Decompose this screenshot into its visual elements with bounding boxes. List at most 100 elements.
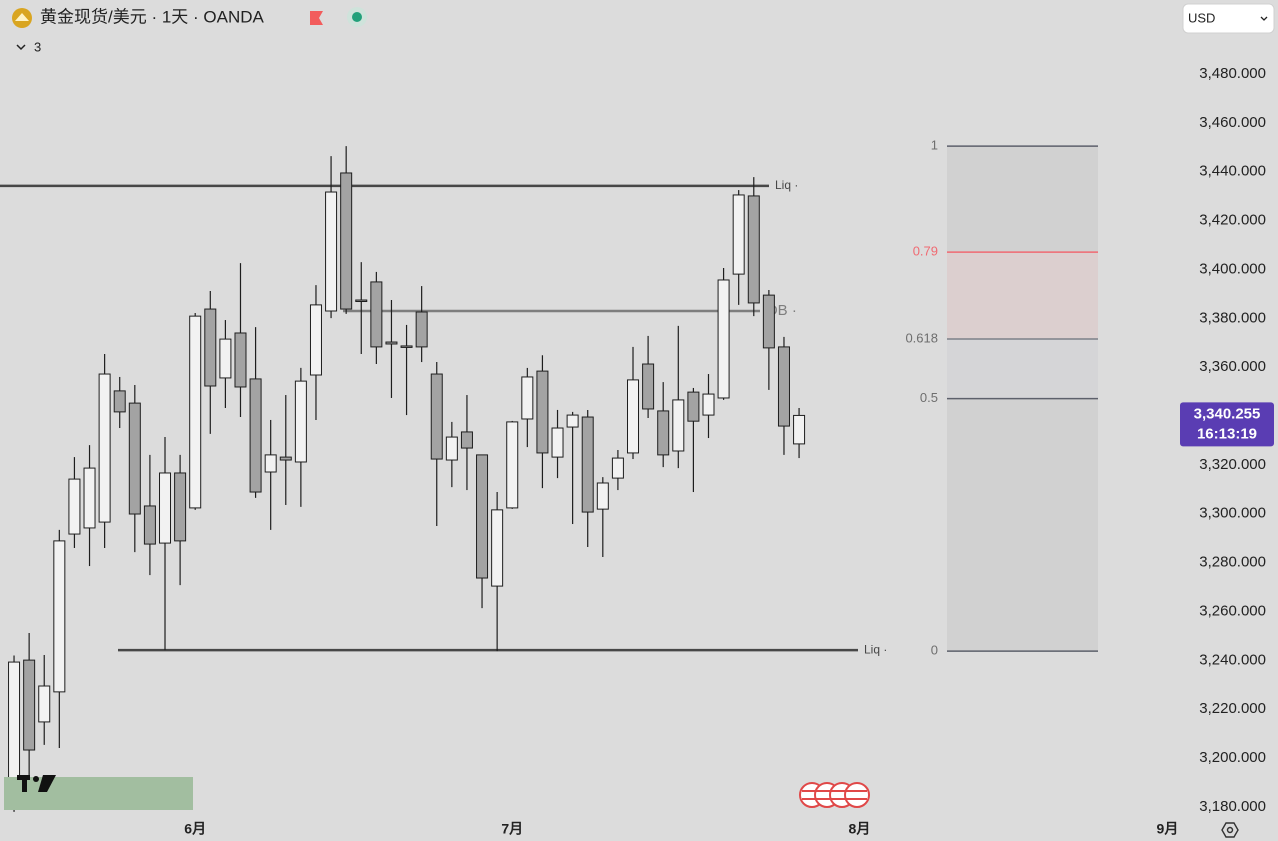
logo-part bbox=[33, 776, 39, 782]
candle-body bbox=[400, 345, 413, 348]
fib-label: 0.79 bbox=[913, 244, 938, 259]
y-tick-label: 3,480.000 bbox=[1199, 65, 1266, 82]
level-label: Liq · bbox=[775, 178, 798, 192]
fib-label: 0.618 bbox=[905, 330, 938, 345]
candle-body bbox=[702, 393, 715, 416]
candle-body bbox=[762, 294, 775, 349]
candle-body bbox=[581, 416, 594, 513]
symbol-icon-mark bbox=[15, 13, 29, 21]
status-dot bbox=[352, 12, 362, 22]
fib-zone bbox=[947, 398, 1098, 652]
candle-body bbox=[611, 457, 624, 479]
indicator-count[interactable]: 3 bbox=[34, 39, 41, 54]
candle-body bbox=[657, 410, 670, 456]
candle-body bbox=[460, 431, 473, 449]
event-flags[interactable] bbox=[799, 782, 870, 808]
candle-body bbox=[370, 281, 383, 348]
candle-body bbox=[385, 341, 398, 345]
candle-body bbox=[264, 454, 277, 473]
x-tick-label: 9月 bbox=[1157, 821, 1179, 837]
y-tick-label: 3,180.000 bbox=[1199, 798, 1266, 815]
y-tick-label: 3,260.000 bbox=[1199, 602, 1266, 619]
x-tick-label: 8月 bbox=[849, 821, 871, 837]
candle-body bbox=[777, 346, 790, 427]
candle-body bbox=[687, 391, 700, 422]
candle-body bbox=[53, 540, 66, 693]
y-tick-label: 3,380.000 bbox=[1199, 309, 1266, 326]
y-tick-label: 3,200.000 bbox=[1199, 749, 1266, 766]
fib-zone bbox=[947, 146, 1098, 253]
candle-body bbox=[189, 315, 202, 509]
fib-zone bbox=[947, 252, 1098, 339]
indicator-box bbox=[4, 777, 193, 810]
event-flag[interactable] bbox=[844, 782, 870, 808]
candle-body bbox=[294, 380, 307, 463]
currency-select[interactable] bbox=[1182, 3, 1275, 34]
candle-body bbox=[98, 373, 111, 523]
x-tick-label: 7月 bbox=[501, 821, 523, 837]
fib-label: 0 bbox=[931, 643, 938, 658]
gear-center bbox=[1226, 826, 1234, 834]
x-tick-label: 6月 bbox=[184, 821, 206, 837]
flag-icon[interactable] bbox=[310, 11, 323, 25]
candle-body bbox=[551, 427, 564, 458]
chart-title[interactable]: 黄金现货/美元 · 1天 · OANDA bbox=[40, 7, 265, 26]
fib-label: 0.5 bbox=[920, 390, 938, 405]
candle-body bbox=[430, 373, 443, 460]
y-tick-label: 3,320.000 bbox=[1199, 456, 1266, 473]
y-tick-label: 3,460.000 bbox=[1199, 114, 1266, 131]
candle-body bbox=[506, 421, 519, 509]
settings-icon[interactable] bbox=[1221, 822, 1239, 838]
candle-body bbox=[732, 194, 745, 275]
currency-label[interactable]: USD bbox=[1188, 10, 1215, 25]
candle-body bbox=[476, 454, 489, 579]
fib-label: 1 bbox=[931, 138, 938, 153]
candle-body bbox=[279, 456, 292, 461]
candle-body bbox=[38, 685, 51, 723]
logo bbox=[17, 775, 56, 792]
y-tick-label: 3,420.000 bbox=[1199, 212, 1266, 229]
y-tick-label: 3,280.000 bbox=[1199, 554, 1266, 571]
axes: 3,180.000 3,200.000 3,220.000 3,240.000 3,26… bbox=[184, 65, 1278, 841]
candle-body bbox=[113, 390, 126, 413]
gear-outline bbox=[1221, 822, 1239, 838]
candle-body bbox=[627, 379, 640, 454]
candle-body bbox=[415, 311, 428, 348]
candle-body bbox=[642, 363, 655, 410]
logo-part bbox=[38, 775, 56, 792]
candle-body bbox=[249, 378, 262, 493]
logo-part bbox=[22, 775, 27, 792]
countdown: 16:13:19 bbox=[1197, 425, 1257, 442]
candle-body bbox=[536, 370, 549, 454]
candle-body bbox=[596, 482, 609, 510]
candle-body bbox=[521, 376, 534, 420]
candle-body bbox=[717, 279, 730, 399]
candle-body bbox=[566, 414, 579, 428]
fib-zone bbox=[947, 338, 1098, 399]
price-label-box bbox=[1180, 402, 1274, 447]
select-arrow bbox=[1260, 16, 1268, 21]
candle-body bbox=[672, 399, 685, 452]
candle-body bbox=[128, 402, 141, 515]
candle-body bbox=[159, 472, 172, 544]
candle-body bbox=[204, 308, 217, 387]
candle-body bbox=[340, 172, 353, 310]
candle-body bbox=[793, 414, 806, 445]
candle-body bbox=[325, 191, 338, 312]
candle-body bbox=[174, 472, 187, 542]
candle-body bbox=[445, 436, 458, 461]
y-tick-label: 3,400.000 bbox=[1199, 260, 1266, 277]
chevron[interactable] bbox=[16, 44, 26, 51]
candle-body bbox=[234, 332, 247, 388]
candle-body bbox=[747, 195, 760, 304]
candle-body bbox=[143, 505, 156, 545]
y-tick-label: 3,240.000 bbox=[1199, 651, 1266, 668]
candle-body bbox=[219, 338, 232, 379]
y-tick-label: 3,300.000 bbox=[1199, 505, 1266, 522]
level-label: Liq · bbox=[864, 642, 887, 656]
candle-body bbox=[23, 659, 36, 751]
y-tick-label: 3,220.000 bbox=[1199, 700, 1266, 717]
candle-body bbox=[355, 299, 368, 303]
flag-stripes bbox=[802, 790, 867, 800]
